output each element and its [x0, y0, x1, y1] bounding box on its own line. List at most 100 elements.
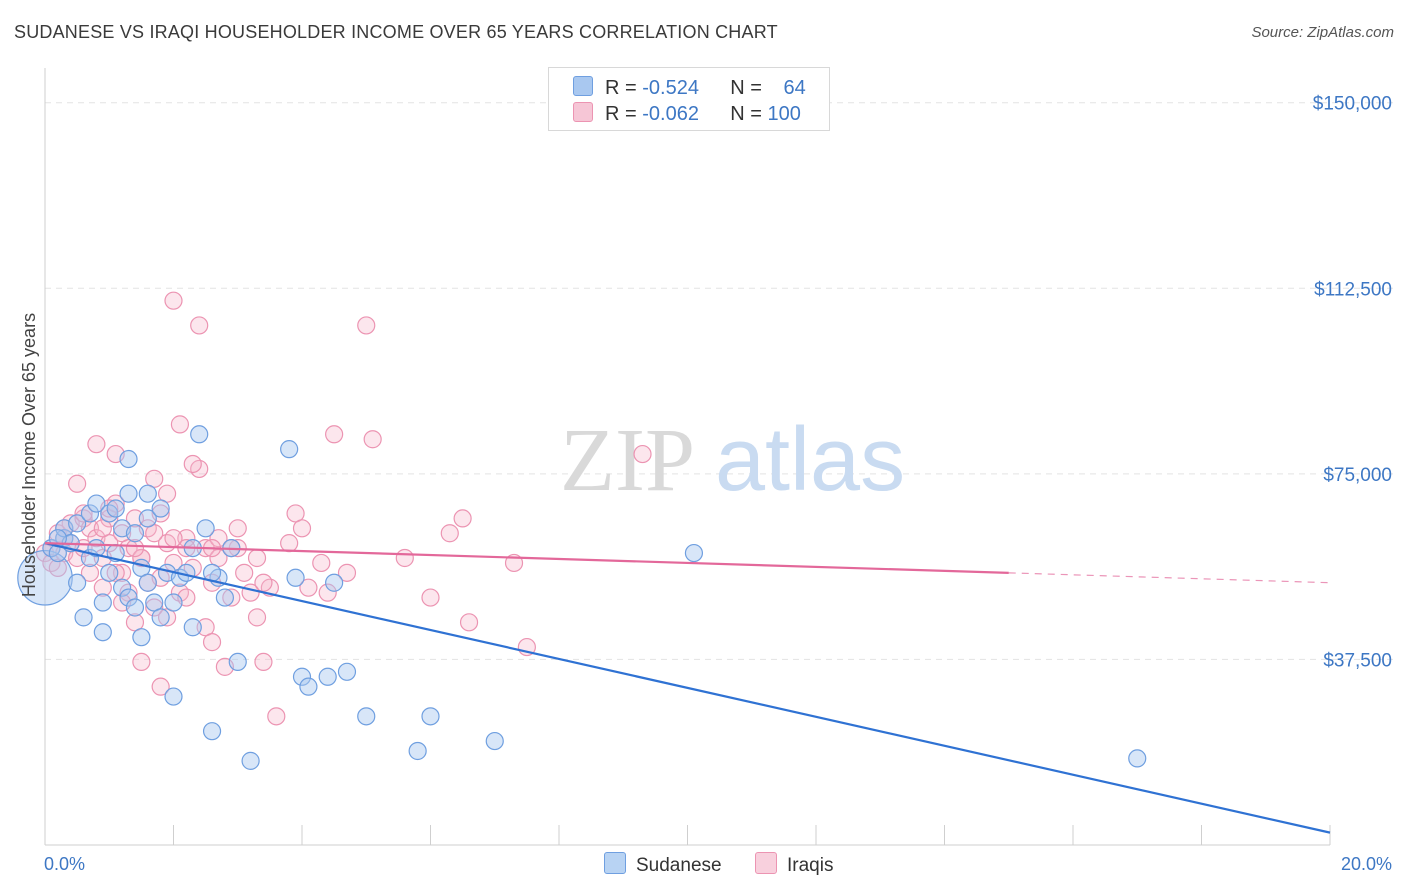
- iraqis-point: [337, 563, 357, 582]
- iraqis-point: [247, 548, 267, 568]
- sudanese-point: [93, 593, 112, 612]
- iraqis-point: [325, 425, 344, 444]
- y-axis-label: Householder Income Over 65 years: [19, 313, 39, 597]
- iraqis-point: [292, 519, 312, 538]
- sudanese-trend-line: [44, 542, 1331, 834]
- sudanese-point: [119, 449, 138, 469]
- x-tick-label: 0.0%: [44, 854, 85, 874]
- sudanese-point: [106, 499, 125, 518]
- sudanese-point: [1128, 749, 1147, 768]
- sudanese-point: [241, 751, 260, 770]
- iraqis-trend-line: [44, 542, 1009, 574]
- source-credit: Source: ZipAtlas.com: [1251, 24, 1394, 41]
- iraqis-swatch: [755, 852, 777, 874]
- sudanese-point: [215, 588, 234, 607]
- legend-row-iraqis: R = -0.062 N = 100: [573, 102, 801, 128]
- sudanese-point: [119, 484, 138, 503]
- iraqis-point: [145, 598, 164, 617]
- sudanese-point: [485, 731, 504, 751]
- iraqis-point: [299, 578, 318, 597]
- sudanese-point: [286, 568, 305, 587]
- x-tick-label: 20.0%: [1341, 854, 1392, 874]
- sudanese-point: [164, 593, 183, 612]
- iraqis-point: [202, 633, 222, 652]
- sudanese-swatch: [604, 852, 626, 874]
- sudanese-point: [151, 608, 170, 627]
- sudanese-point: [196, 519, 215, 538]
- grid-lines: [45, 102, 1395, 660]
- iraqis-point: [164, 529, 183, 548]
- iraqis-point: [254, 573, 273, 592]
- iraqis-point: [164, 291, 183, 310]
- y-tick-label: $75,000: [1323, 465, 1392, 486]
- sudanese-point: [190, 425, 209, 444]
- stats-legend: R = -0.524 N = 64 R = -0.062 N = 100: [548, 67, 830, 131]
- sudanese-point: [164, 687, 183, 706]
- iraqis-point: [440, 524, 459, 543]
- iraqis-point: [151, 677, 170, 696]
- iraqis-point: [318, 583, 337, 602]
- iraqis-point: [132, 548, 151, 568]
- sudanese-point: [138, 484, 157, 503]
- iraqis-point: [280, 534, 299, 553]
- iraqis-label: Iraqis: [787, 855, 834, 876]
- sudanese-point: [292, 667, 312, 686]
- sudanese-point: [68, 573, 87, 592]
- legend-n-label: N =: [730, 103, 768, 125]
- sudanese-point: [80, 504, 100, 523]
- iraqis-point: [363, 430, 382, 449]
- iraqis-point: [87, 435, 106, 454]
- iraqis-point: [68, 474, 87, 493]
- iraqis-point: [125, 509, 145, 528]
- sudanese-point: [132, 628, 151, 647]
- y-tick-label: $37,500: [1323, 650, 1392, 671]
- iraqis-point: [421, 588, 440, 607]
- legend-r-value: -0.524: [642, 77, 699, 99]
- sudanese-point: [74, 608, 93, 627]
- sudanese-point: [125, 524, 145, 543]
- sudanese-point: [183, 618, 202, 637]
- sudanese-point: [337, 662, 357, 681]
- sudanese-point: [125, 598, 145, 617]
- legend-row-sudanese: R = -0.524 N = 64: [573, 76, 806, 102]
- sudanese-point: [119, 588, 138, 607]
- chart-title: SUDANESE VS IRAQI HOUSEHOLDER INCOME OVE…: [14, 22, 778, 42]
- y-tick-label: $112,500: [1314, 279, 1392, 300]
- iraqis-point: [254, 652, 273, 672]
- watermark-zip: ZIP: [560, 411, 695, 510]
- watermark-atlas: atlas: [715, 410, 905, 510]
- iraqis-point: [112, 563, 132, 582]
- iraqis-point: [80, 563, 100, 582]
- sudanese-point: [17, 549, 73, 606]
- sudanese-point: [93, 623, 112, 642]
- trend-lines: [44, 542, 1331, 834]
- iraqis-point: [235, 563, 254, 582]
- sudanese-point: [87, 494, 106, 513]
- legend-n-value: 100: [767, 103, 801, 125]
- iraqis-point: [222, 588, 241, 607]
- axes: [44, 68, 1331, 846]
- iraqis-point: [74, 504, 93, 523]
- y-tick-labels: $37,500 $75,000 $112,500 $150,000: [1313, 94, 1392, 672]
- iraqis-points: [35, 291, 652, 726]
- iraqis-point: [633, 444, 652, 464]
- iraqis-point: [228, 519, 247, 538]
- bottom-legend-sudanese[interactable]: Sudanese: [604, 852, 722, 877]
- legend-r-label: R =: [605, 77, 643, 99]
- x-tick-labels: 0.0% 20.0%: [44, 854, 1392, 874]
- iraqis-point: [132, 652, 151, 672]
- iraqis-point: [267, 707, 286, 726]
- legend-r-value: -0.062: [642, 103, 699, 125]
- legend-r-label: R =: [605, 103, 643, 125]
- sudanese-point: [228, 652, 247, 672]
- iraqis-point: [453, 509, 472, 528]
- sudanese-point: [357, 707, 376, 726]
- sudanese-point: [151, 499, 170, 518]
- iraqis-point: [209, 529, 228, 548]
- bottom-legend-iraqis[interactable]: Iraqis: [755, 852, 833, 877]
- legend-swatch-iraqis: [573, 102, 593, 122]
- iraqis-point: [183, 454, 202, 474]
- y-tick-label: $150,000: [1313, 94, 1392, 115]
- iraqis-point: [190, 316, 209, 335]
